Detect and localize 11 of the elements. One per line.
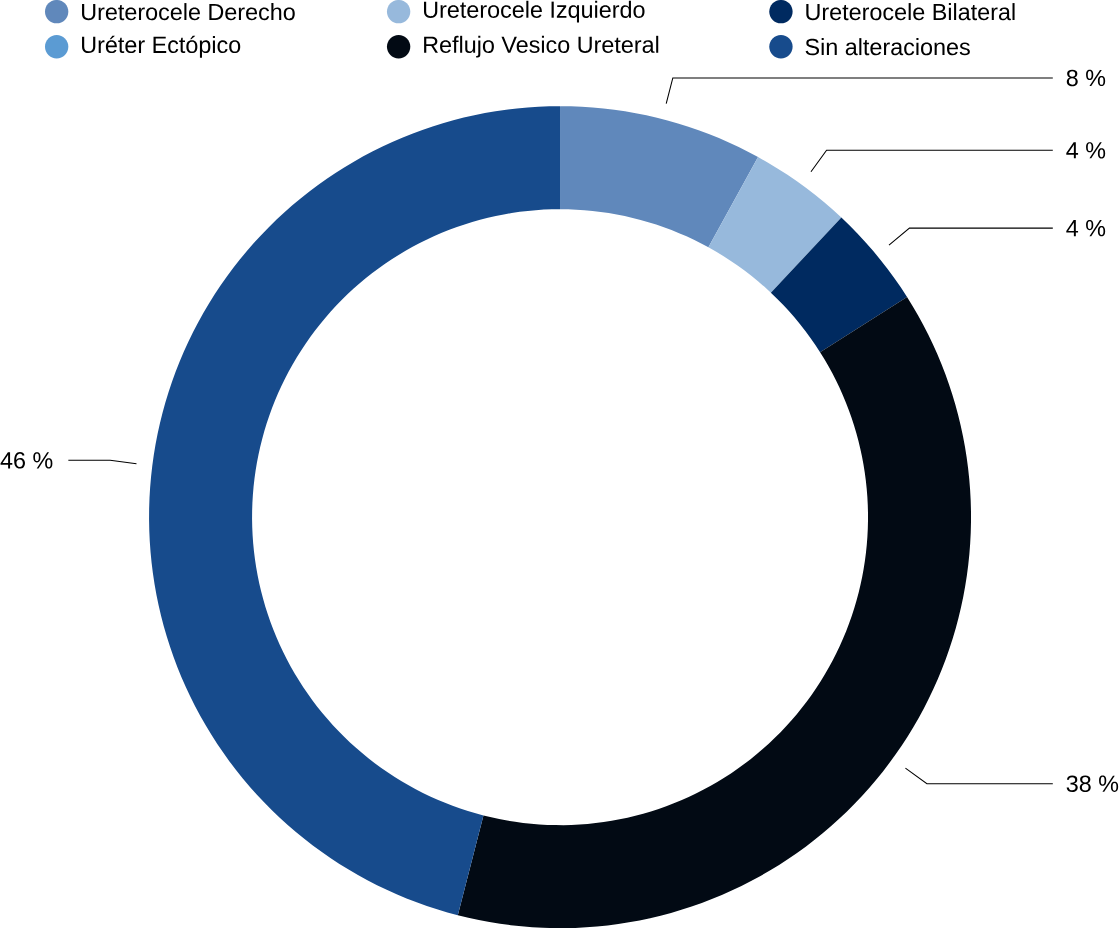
data-label: 4 % (1066, 219, 1106, 237)
legend-label: Ureterocele Derecho (82, 3, 295, 21)
legend-label: Ureterocele Izquierdo (423, 0, 645, 23)
legend-label: Sin alteraciones (805, 38, 970, 56)
legend-label: Reflujo Vesico Ureteral (424, 35, 659, 58)
data-label: 8 % (1066, 69, 1106, 87)
legend-label: Uréter Ectópico (82, 35, 241, 58)
data-label: 38 % (1066, 775, 1119, 792)
data-label: 46 % (0, 451, 53, 469)
data-label: 4 % (1066, 142, 1106, 159)
legend-label: Ureterocele Bilateral (806, 3, 1015, 21)
